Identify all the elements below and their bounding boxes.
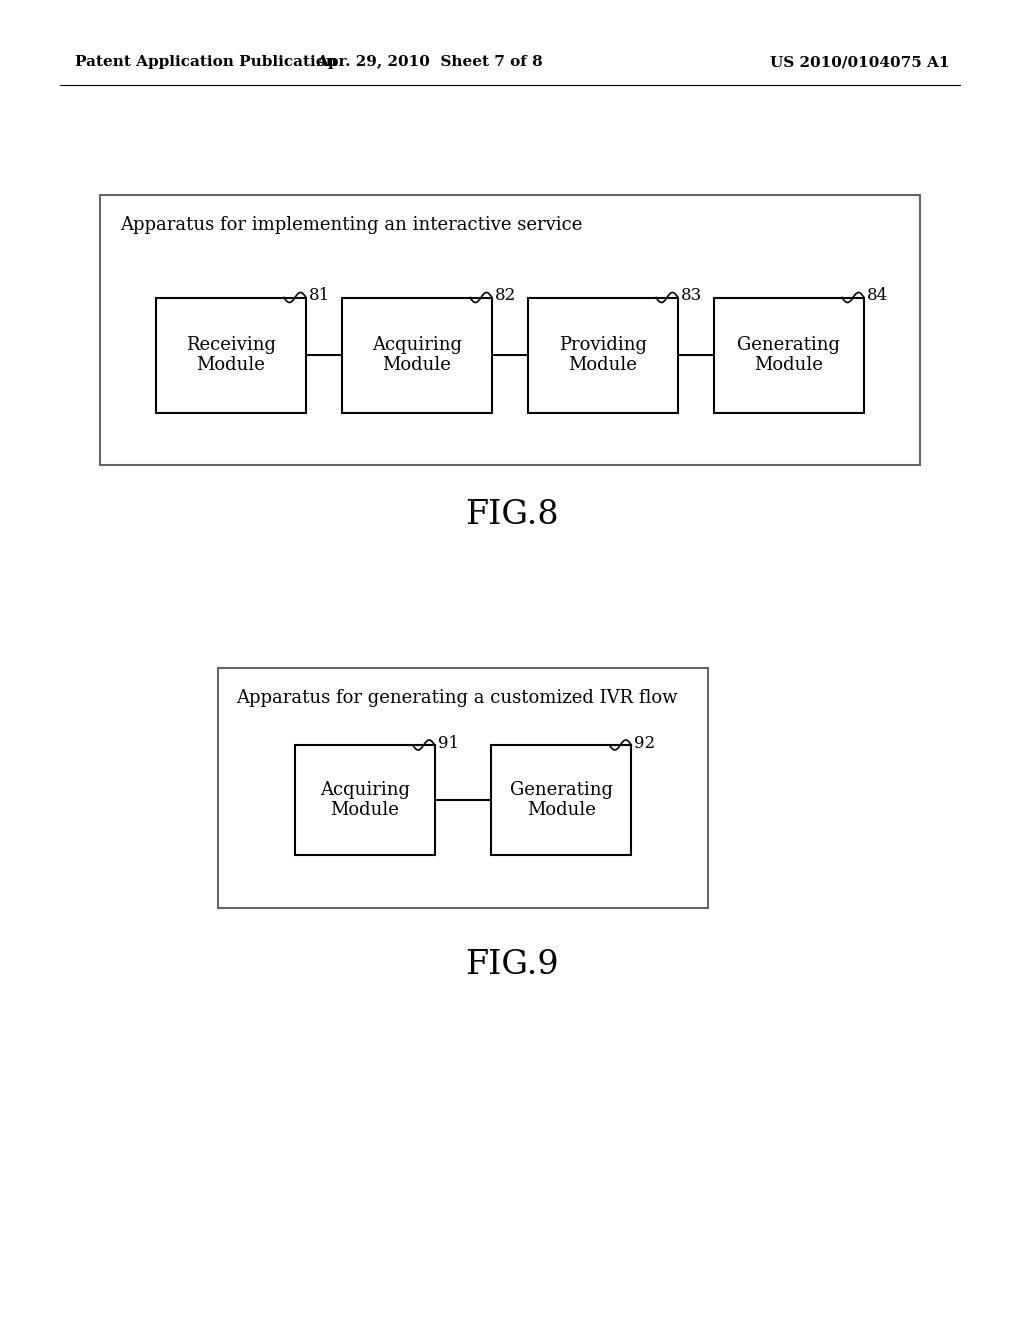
Text: Apr. 29, 2010  Sheet 7 of 8: Apr. 29, 2010 Sheet 7 of 8 — [316, 55, 544, 69]
Text: 83: 83 — [681, 286, 702, 304]
Bar — [218, 668, 708, 908]
Text: Generating
Module: Generating Module — [510, 780, 612, 820]
Text: Patent Application Publication: Patent Application Publication — [75, 55, 337, 69]
Bar — [156, 297, 306, 412]
Bar — [528, 297, 678, 412]
Bar — [100, 195, 920, 465]
Text: Generating
Module: Generating Module — [737, 335, 841, 375]
Text: Providing
Module: Providing Module — [559, 335, 647, 375]
Bar — [492, 744, 632, 855]
Text: Apparatus for implementing an interactive service: Apparatus for implementing an interactiv… — [120, 216, 583, 234]
Text: 92: 92 — [634, 734, 655, 751]
Text: FIG.9: FIG.9 — [465, 949, 559, 981]
Text: Acquiring
Module: Acquiring Module — [372, 335, 462, 375]
Text: Apparatus for generating a customized IVR flow: Apparatus for generating a customized IV… — [236, 689, 678, 708]
Text: Receiving
Module: Receiving Module — [186, 335, 276, 375]
Bar — [714, 297, 864, 412]
Text: 82: 82 — [495, 286, 516, 304]
Text: US 2010/0104075 A1: US 2010/0104075 A1 — [770, 55, 950, 69]
Text: FIG.8: FIG.8 — [465, 499, 559, 531]
Bar — [295, 744, 434, 855]
Text: 84: 84 — [867, 286, 888, 304]
Text: Acquiring
Module: Acquiring Module — [319, 780, 410, 820]
Text: 81: 81 — [309, 286, 331, 304]
Bar — [342, 297, 492, 412]
Text: 91: 91 — [437, 734, 459, 751]
